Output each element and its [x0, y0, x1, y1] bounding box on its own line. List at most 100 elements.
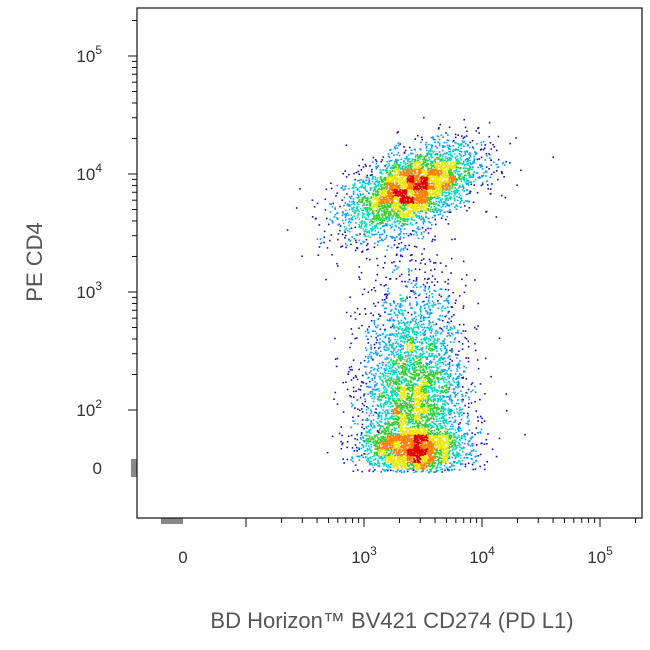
- event-dot: [343, 204, 345, 207]
- event-dot: [414, 291, 416, 293]
- event-dot: [428, 186, 431, 188]
- event-dot: [391, 176, 393, 178]
- event-dot: [406, 196, 408, 199]
- event-dot: [427, 348, 430, 351]
- event-dot: [449, 157, 452, 159]
- event-dot: [428, 189, 430, 191]
- event-dot: [403, 190, 406, 193]
- event-dot: [347, 204, 350, 207]
- event-dot: [414, 180, 416, 183]
- event-dot: [393, 433, 395, 435]
- event-dot: [416, 178, 419, 180]
- event-dot: [473, 184, 475, 186]
- event-dot: [412, 169, 414, 171]
- event-dot: [367, 231, 369, 233]
- event-dot: [429, 227, 432, 230]
- event-dot: [404, 167, 406, 170]
- event-dot: [427, 186, 430, 188]
- event-dot: [386, 223, 389, 225]
- event-dot: [448, 197, 451, 200]
- event-dot: [451, 156, 454, 158]
- event-dot: [319, 238, 322, 240]
- event-dot: [385, 164, 387, 166]
- event-dot: [457, 134, 459, 136]
- event-dot: [430, 136, 433, 139]
- event-dot: [348, 196, 351, 198]
- event-dot: [426, 171, 428, 174]
- event-dot: [381, 183, 384, 186]
- event-dot: [452, 181, 454, 183]
- event-dot: [354, 182, 356, 185]
- event-dot: [401, 463, 404, 465]
- event-dot: [369, 213, 371, 215]
- event-dot: [401, 196, 404, 198]
- event-dot: [409, 376, 412, 378]
- event-dot: [460, 159, 462, 161]
- event-dot: [339, 225, 342, 227]
- event-dot: [504, 196, 507, 199]
- event-dot: [432, 138, 435, 141]
- event-dot: [419, 162, 422, 164]
- event-dot: [409, 164, 411, 166]
- event-dot: [468, 172, 470, 174]
- event-dot: [395, 166, 397, 168]
- event-dot: [436, 175, 438, 177]
- event-dot: [468, 169, 470, 172]
- event-dot: [404, 371, 407, 374]
- event-dot: [376, 227, 379, 229]
- event-dot: [380, 221, 383, 223]
- event-dot: [438, 187, 440, 189]
- event-dot: [369, 219, 372, 221]
- event-dot: [436, 185, 438, 188]
- event-dot: [372, 175, 374, 178]
- event-dot: [451, 172, 454, 174]
- event-dot: [407, 189, 409, 191]
- event-dot: [428, 181, 430, 183]
- event-dot: [445, 183, 447, 185]
- event-dot: [416, 216, 418, 218]
- event-dot: [464, 404, 466, 407]
- event-dot: [471, 162, 474, 165]
- event-dot: [467, 162, 469, 165]
- event-dot: [397, 151, 400, 154]
- event-dot: [434, 177, 436, 179]
- event-dot: [406, 182, 408, 184]
- event-dot: [448, 193, 450, 195]
- event-dot: [414, 245, 416, 248]
- event-dot: [434, 174, 436, 177]
- event-dot: [424, 164, 426, 166]
- event-dot: [439, 288, 442, 290]
- event-dot: [411, 199, 413, 202]
- event-dot: [372, 156, 375, 159]
- event-dot: [400, 199, 402, 201]
- event-dot: [460, 377, 463, 379]
- event-dot: [389, 333, 391, 335]
- event-dot: [404, 180, 407, 183]
- event-dot: [432, 137, 434, 139]
- event-dot: [434, 218, 436, 221]
- event-dot: [420, 371, 422, 374]
- event-dot: [371, 228, 374, 230]
- event-dot: [416, 222, 418, 224]
- event-dot: [415, 188, 417, 190]
- event-dot: [352, 192, 355, 194]
- event-dot: [410, 206, 412, 208]
- event-dot: [470, 183, 472, 186]
- event-dot: [345, 185, 347, 187]
- event-dot: [447, 194, 450, 196]
- event-dot: [465, 200, 467, 202]
- event-dot: [368, 230, 370, 232]
- event-dot: [424, 159, 426, 162]
- event-dot: [468, 207, 471, 209]
- event-dot: [370, 451, 372, 454]
- event-dot: [404, 457, 407, 460]
- event-dot: [421, 167, 423, 170]
- event-dot: [437, 300, 439, 302]
- event-dot: [445, 218, 447, 221]
- event-dot: [414, 350, 417, 353]
- event-dot: [416, 227, 418, 230]
- event-dot: [460, 173, 463, 175]
- event-dot: [408, 189, 411, 191]
- event-dot: [454, 178, 457, 181]
- event-dot: [395, 178, 397, 181]
